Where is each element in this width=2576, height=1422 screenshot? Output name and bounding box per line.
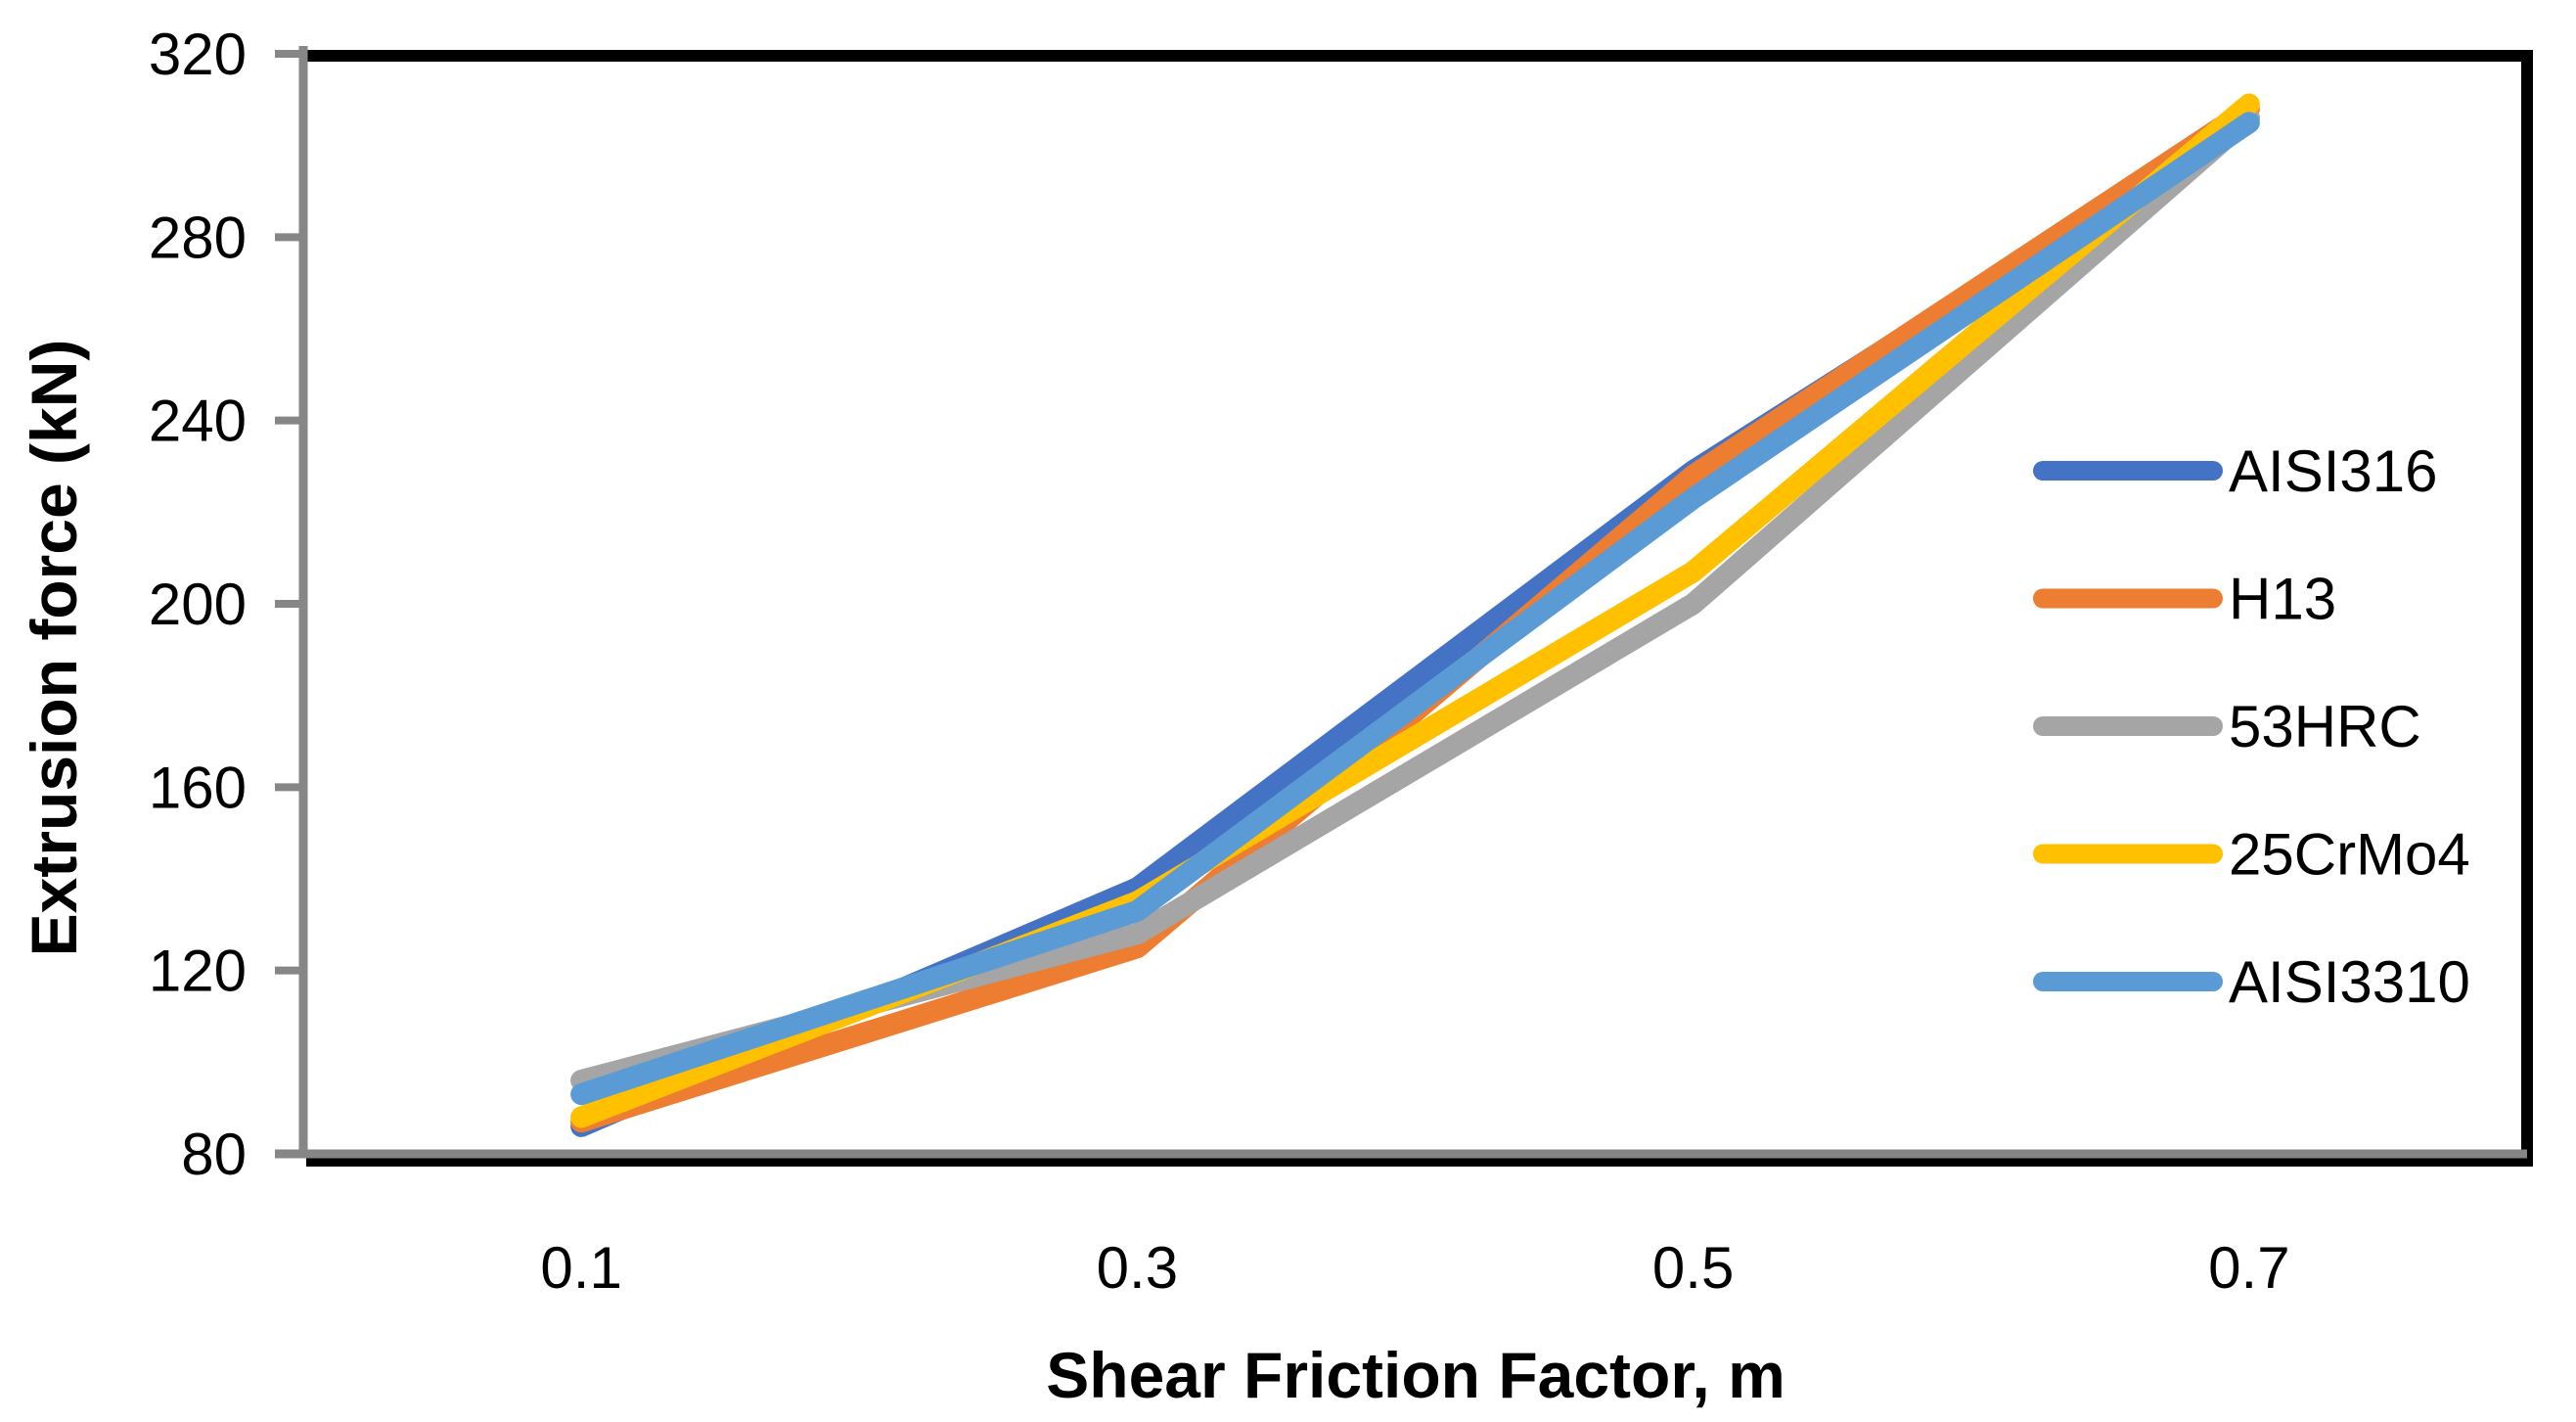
legend-label: 53HRC xyxy=(2229,694,2421,759)
x-tick-label: 0.1 xyxy=(540,1235,621,1301)
x-axis-title: Shear Friction Factor, m xyxy=(1046,1339,1785,1411)
y-tick-label: 160 xyxy=(149,755,247,820)
series-line-h13 xyxy=(570,98,2260,1133)
legend-label: AISI3310 xyxy=(2229,949,2470,1015)
y-tick-label: 240 xyxy=(149,389,247,454)
series-lines xyxy=(570,93,2260,1137)
series-line-25crmo4 xyxy=(570,93,2260,1128)
y-tick-label: 120 xyxy=(149,939,247,1004)
x-tick-labels: 0.1 0.3 0.5 0.7 xyxy=(540,1235,2289,1301)
y-tick-labels: 80 120 160 200 240 280 320 xyxy=(149,22,247,1187)
legend-label: AISI316 xyxy=(2229,438,2438,504)
legend-item-25crmo4: 25CrMo4 xyxy=(2033,822,2470,888)
y-tick-label: 320 xyxy=(149,22,247,87)
y-axis-title: Extrusion force (kN) xyxy=(18,340,90,957)
legend-item-aisi316: AISI316 xyxy=(2033,438,2438,504)
legend-item-h13: H13 xyxy=(2033,567,2336,632)
y-tick-label: 80 xyxy=(181,1122,247,1187)
plot-border-line xyxy=(306,50,2533,1167)
y-tick-label: 280 xyxy=(149,205,247,270)
series-line-aisi3310 xyxy=(570,112,2260,1106)
legend-item-53hrc: 53HRC xyxy=(2033,694,2421,759)
legend-label: H13 xyxy=(2229,567,2336,632)
legend-label: 25CrMo4 xyxy=(2229,822,2470,888)
legend-item-aisi3310: AISI3310 xyxy=(2033,949,2470,1015)
plot-border xyxy=(306,50,2533,1167)
x-tick-label: 0.3 xyxy=(1097,1235,1178,1301)
x-tick-label: 0.7 xyxy=(2208,1235,2289,1301)
y-tick-label: 200 xyxy=(149,572,247,637)
axes xyxy=(275,46,2527,1159)
x-tick-label: 0.5 xyxy=(1652,1235,1734,1301)
legend: AISI316 H13 53HRC 25CrMo4 AISI3310 xyxy=(2033,438,2470,1015)
